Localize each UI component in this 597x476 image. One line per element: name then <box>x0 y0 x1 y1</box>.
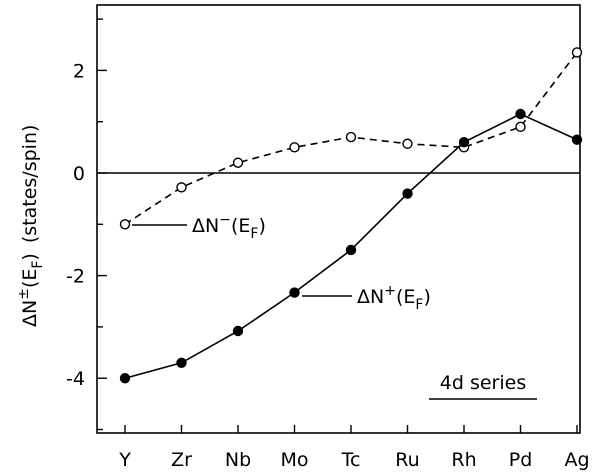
point-filled <box>345 244 357 256</box>
point-filled <box>289 287 300 298</box>
x-tick-label: Rh <box>451 449 476 471</box>
plot-frame <box>96 4 581 434</box>
y-tick-label: -2 <box>66 266 85 288</box>
point-filled <box>571 134 583 145</box>
x-tick-label: Y <box>118 449 131 471</box>
x-tick-label: Pd <box>509 449 533 471</box>
series-annotation: 4d series <box>440 372 526 394</box>
x-tick-label: Ru <box>395 449 419 471</box>
series-label-minus: ΔN−(EF) <box>192 212 266 242</box>
point-open <box>515 121 526 133</box>
point-filled <box>515 108 526 120</box>
point-open <box>345 131 357 143</box>
y-tick-label: -4 <box>66 368 85 390</box>
series-minus <box>119 47 583 230</box>
point-open <box>289 142 300 153</box>
point-filled <box>232 325 244 337</box>
x-tick-label: Mo <box>280 449 308 471</box>
y-tick-label: 2 <box>73 60 85 82</box>
axes <box>96 4 581 434</box>
x-tick-labels: Y Zr Nb Mo Tc Ru Rh Pd Ag <box>118 425 590 471</box>
x-tick-label: Ag <box>564 449 589 471</box>
series-label-plus: ΔN+(EF) <box>357 283 431 313</box>
y-tick-label: 0 <box>73 163 85 185</box>
point-filled <box>176 357 187 369</box>
point-open <box>176 182 187 193</box>
point-open <box>402 138 413 149</box>
x-tick-label: Zr <box>171 449 192 471</box>
point-filled <box>119 373 131 384</box>
x-tick-label: Tc <box>341 449 361 471</box>
series-plus <box>119 108 583 384</box>
point-filled <box>458 137 470 148</box>
point-open <box>232 157 244 168</box>
point-filled <box>402 188 413 199</box>
point-open <box>119 219 131 230</box>
point-open <box>571 47 583 58</box>
series-layer <box>119 47 583 384</box>
y-axis-title: ΔN±(EF)(states/spin) <box>16 125 46 327</box>
x-tick-label: Nb <box>225 449 251 471</box>
y-ticks: -4 -2 0 2 <box>66 18 107 431</box>
